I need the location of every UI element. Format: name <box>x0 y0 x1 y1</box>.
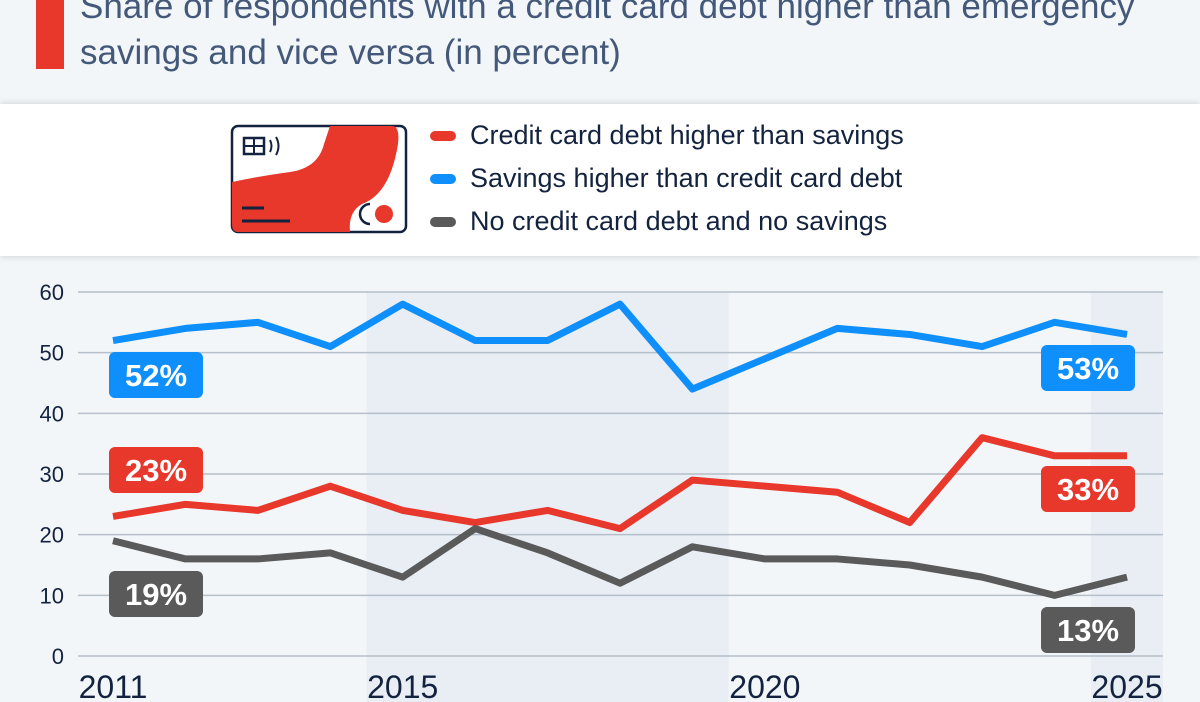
legend-swatch-blue <box>430 173 456 184</box>
y-tick-label: 10 <box>40 583 64 608</box>
end-label-neither: 13% <box>1057 613 1119 648</box>
start-label-credit: 23% <box>125 453 187 488</box>
header: Share of respondents with a credit card … <box>0 0 1200 100</box>
end-label-savings: 53% <box>1057 351 1119 386</box>
legend-label: Credit card debt higher than savings <box>470 120 904 150</box>
x-tick-label: 2015 <box>367 669 438 702</box>
legend-item-neither: No credit card debt and no savings <box>430 206 887 237</box>
chart-title: Share of respondents with a credit card … <box>80 0 1135 72</box>
start-label-neither-box <box>109 571 203 617</box>
accent-bar <box>36 0 64 69</box>
y-tick-label: 30 <box>40 462 64 487</box>
shaded-band <box>366 292 729 702</box>
x-tick-label: 2011 <box>79 669 148 702</box>
line-chart: 0 10 20 30 40 50 60 2011 2015 2020 2025 52% 23% 19% 53… <box>40 280 1163 702</box>
end-label-savings-box <box>1041 345 1135 391</box>
legend-label: Savings higher than credit card debt <box>470 163 903 193</box>
y-tick-label: 40 <box>40 401 64 426</box>
legend-swatch-gray <box>430 216 456 227</box>
start-label-neither: 19% <box>125 577 187 612</box>
start-label-credit-box <box>109 447 203 493</box>
legend-label: No credit card debt and no savings <box>470 206 888 236</box>
end-label-credit: 33% <box>1057 472 1119 507</box>
start-label-savings: 52% <box>125 358 187 393</box>
end-label-credit-box <box>1041 466 1135 512</box>
legend: Credit card debt higher than savings Sav… <box>0 104 1200 256</box>
legend-item-credit-debt: Credit card debt higher than savings <box>430 120 904 151</box>
legend-item-savings: Savings higher than credit card debt <box>430 163 902 194</box>
y-tick-label: 60 <box>40 280 64 305</box>
x-tick-label: 2020 <box>729 669 800 702</box>
legend-swatch-red <box>430 130 456 141</box>
start-label-savings-box <box>109 352 203 398</box>
end-label-neither-box <box>1041 607 1135 653</box>
y-tick-label: 50 <box>40 341 64 366</box>
x-tick-label: 2025 <box>1091 669 1162 702</box>
y-tick-label: 0 <box>52 644 64 669</box>
credit-card-icon <box>230 124 408 234</box>
y-tick-label: 20 <box>40 523 64 548</box>
